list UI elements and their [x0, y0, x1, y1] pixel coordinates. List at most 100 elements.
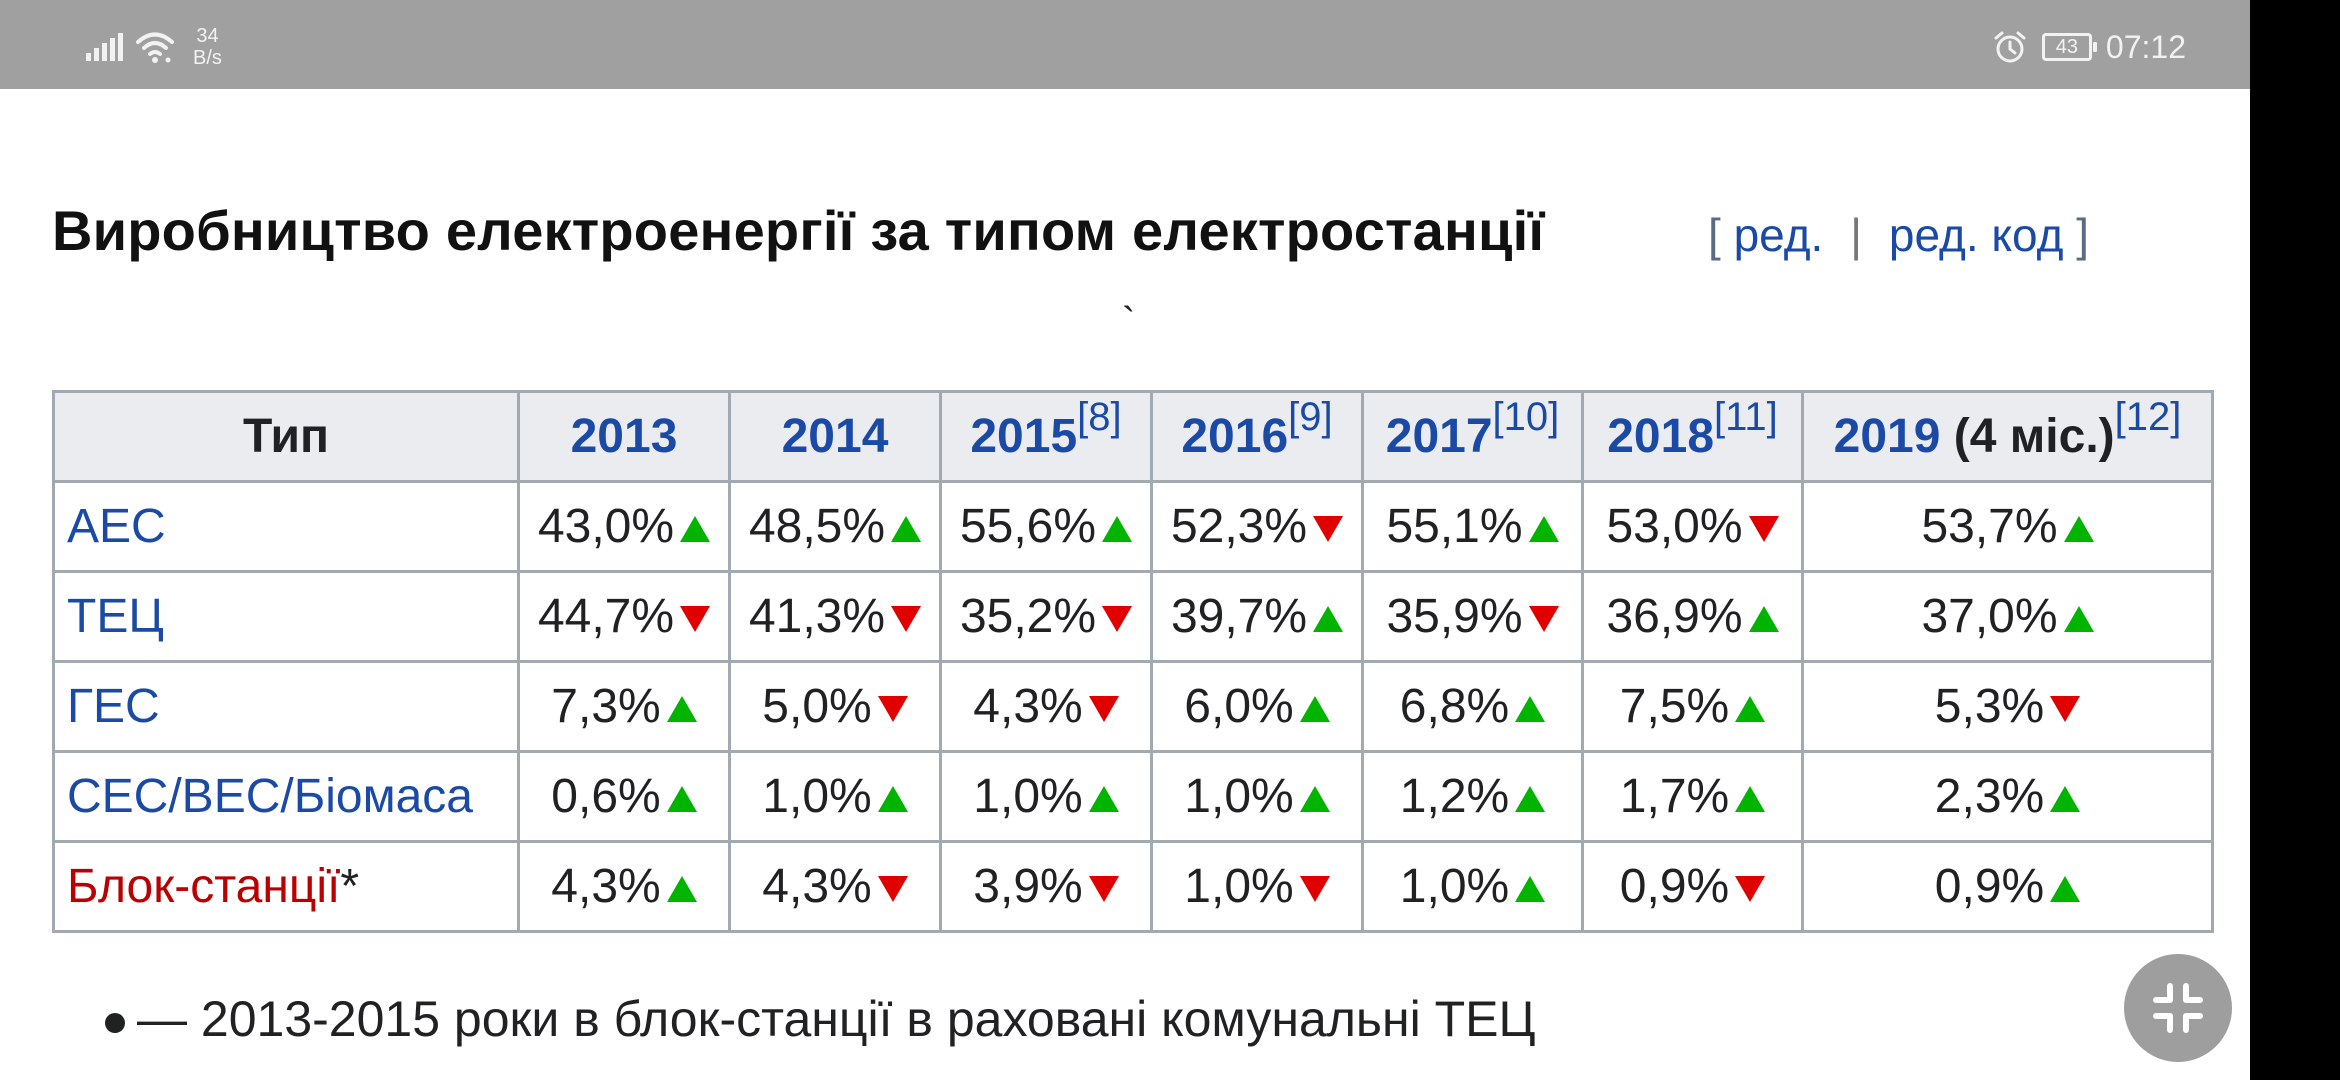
cell-value: 35,9% [1386, 590, 1523, 643]
row-name-link[interactable]: ГЕС [67, 680, 160, 733]
ref-2015[interactable]: [8] [1077, 395, 1122, 439]
year-2013-link[interactable]: 2013 [570, 410, 678, 463]
trend-up-icon [666, 696, 697, 722]
trend-up-icon [1748, 606, 1779, 632]
cell-value: 1,0% [973, 770, 1083, 823]
row-name-asterisk: * [340, 860, 360, 913]
row-name-cell: ТЕЦ [52, 570, 520, 663]
trend-down-icon [1102, 606, 1133, 632]
exit-fullscreen-icon [2153, 983, 2203, 1033]
bullet-icon [105, 1012, 125, 1033]
header-2018: 2018[11] [1581, 390, 1804, 483]
trend-up-icon [1735, 786, 1766, 812]
trend-down-icon [1528, 606, 1559, 632]
trend-up-icon [1735, 696, 1766, 722]
row-name-link[interactable]: АЕС [67, 500, 166, 553]
value-cell: 41,3% [728, 570, 942, 663]
exit-fullscreen-button[interactable] [2124, 954, 2232, 1062]
footnote: — 2013-2015 роки в блок-станції в рахова… [105, 990, 1535, 1048]
trend-down-icon [877, 696, 908, 722]
ref-2016[interactable]: [9] [1288, 395, 1333, 439]
cell-value: 36,9% [1606, 590, 1743, 643]
value-cell: 48,5% [728, 480, 942, 573]
edit-link[interactable]: ред. [1733, 209, 1824, 261]
cell-value: 4,3% [762, 860, 872, 913]
trend-up-icon [680, 516, 711, 542]
cell-value: 44,7% [537, 590, 675, 643]
edit-bracket-open: [ [1708, 209, 1721, 261]
cell-value: 1,2% [1399, 770, 1510, 823]
value-cell: 43,0% [517, 480, 731, 573]
ref-2019[interactable]: [12] [2114, 395, 2182, 439]
status-bar: 34 B/s 43 07:12 [0, 0, 2250, 89]
cell-value: 37,0% [1921, 590, 2058, 643]
edit-separator: | [1850, 209, 1863, 261]
trend-up-icon [1515, 696, 1546, 722]
header-type: Тип [52, 390, 520, 483]
value-cell: 7,3% [517, 660, 731, 753]
cell-value: 41,3% [748, 590, 886, 643]
trend-down-icon [877, 876, 908, 902]
trend-up-icon [1299, 696, 1330, 722]
header-2019: 2019 (4 міс.)[12] [1801, 390, 2214, 483]
cell-value: 6,0% [1184, 680, 1294, 733]
value-cell: 1,2% [1361, 750, 1584, 843]
value-cell: 4,3% [939, 660, 1153, 753]
cell-value: 4,3% [973, 680, 1083, 733]
value-cell: 0,9% [1581, 840, 1804, 933]
trend-down-icon [680, 606, 711, 632]
header-2019-note: (4 міс.) [1953, 410, 2115, 463]
row-name-link[interactable]: ТЕЦ [67, 590, 164, 643]
value-cell: 1,0% [1361, 840, 1584, 933]
value-cell: 2,3% [1801, 750, 2214, 843]
value-cell: 0,6% [517, 750, 731, 843]
trend-down-icon [891, 606, 922, 632]
cell-value: 2,3% [1934, 770, 2045, 823]
value-cell: 5,3% [1801, 660, 2214, 753]
cell-value: 48,5% [748, 500, 886, 553]
trend-up-icon [2063, 606, 2094, 632]
cell-value: 53,7% [1921, 500, 2058, 553]
cell-value: 5,3% [1934, 680, 2045, 733]
value-cell: 52,3% [1150, 480, 1364, 573]
footnote-text: — 2013-2015 роки в блок-станції в рахова… [137, 991, 1536, 1047]
net-speed-value: 34 [196, 25, 219, 47]
cell-value: 0,9% [1619, 860, 1730, 913]
year-2014-link[interactable]: 2014 [781, 410, 889, 463]
row-name-link[interactable]: СЕС/ВЕС/Біомаса [67, 770, 473, 823]
value-cell: 55,1% [1361, 480, 1584, 573]
year-2019-link[interactable]: 2019 [1833, 410, 1941, 463]
year-2018-link[interactable]: 2018 [1607, 410, 1715, 463]
year-2015-link[interactable]: 2015 [970, 410, 1078, 463]
cell-value: 5,0% [762, 680, 872, 733]
generation-table: Тип 2013 2014 2015[8] 2016[9] 2017[10] 2… [52, 390, 2214, 933]
cell-value: 6,8% [1399, 680, 1510, 733]
trend-up-icon [891, 516, 922, 542]
ref-2017[interactable]: [10] [1492, 395, 1560, 439]
value-cell: 36,9% [1581, 570, 1804, 663]
trend-down-icon [1313, 516, 1344, 542]
edit-bracket-close: ] [2076, 209, 2090, 261]
ref-2018[interactable]: [11] [1714, 395, 1778, 439]
cell-value: 7,3% [551, 680, 661, 733]
edit-source-link[interactable]: ред. код [1888, 209, 2064, 261]
cell-value: 3,9% [973, 860, 1083, 913]
section-heading: Виробництво електроенергії за типом елек… [52, 199, 1545, 262]
cell-value: 39,7% [1170, 590, 1308, 643]
cell-value: 35,2% [959, 590, 1097, 643]
value-cell: 6,8% [1361, 660, 1584, 753]
trend-up-icon [666, 786, 697, 812]
year-2016-link[interactable]: 2016 [1181, 410, 1289, 463]
row-name-cell: ГЕС [52, 660, 520, 753]
trend-up-icon [1088, 786, 1119, 812]
status-time: 07:12 [2105, 28, 2186, 65]
edit-links: [ ред. | ред. код ] [1708, 208, 2089, 262]
trend-up-icon [2063, 516, 2094, 542]
cell-value: 1,0% [1184, 770, 1294, 823]
row-name-link[interactable]: Блок-станції [67, 860, 341, 913]
wifi-icon [136, 32, 174, 63]
row-name-cell: СЕС/ВЕС/Біомаса [52, 750, 520, 843]
year-2017-link[interactable]: 2017 [1385, 410, 1493, 463]
cell-value: 1,0% [762, 770, 872, 823]
trend-up-icon [2050, 876, 2081, 902]
